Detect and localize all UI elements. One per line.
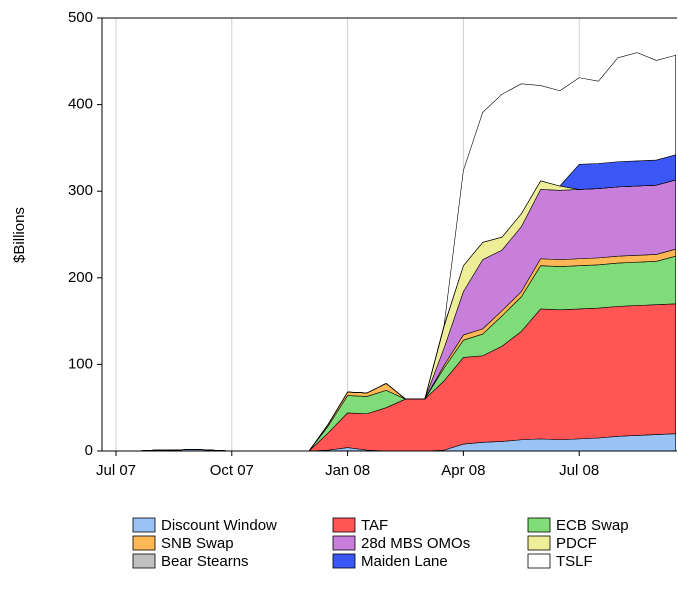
legend-label: ECB Swap [556, 517, 629, 534]
legend-label: PDCF [556, 535, 597, 552]
legend-label: Bear Stearns [161, 553, 249, 570]
legend-swatch [527, 517, 551, 533]
y-axis-label: $Billions [11, 207, 28, 263]
legend-swatch [332, 553, 356, 569]
x-tick-label: Jan 08 [325, 462, 370, 479]
legend-swatch [527, 553, 551, 569]
legend-swatch [527, 535, 551, 551]
x-tick-label: Oct 07 [210, 462, 254, 479]
legend-swatch [132, 535, 156, 551]
y-tick-label: 100 [68, 355, 93, 372]
x-tick-label: Jul 07 [96, 462, 136, 479]
axis-frame [101, 17, 677, 452]
legend-swatch [332, 535, 356, 551]
y-tick-label: 0 [85, 442, 93, 459]
legend-swatch [332, 517, 356, 533]
legend-label: TAF [361, 517, 388, 534]
y-tick-label: 400 [68, 96, 93, 113]
x-tick-label: Apr 08 [441, 462, 485, 479]
y-tick-label: 200 [68, 269, 93, 286]
legend-label: Discount Window [161, 517, 277, 534]
area [115, 303, 676, 452]
legend-label: TSLF [556, 553, 593, 570]
legend-label: Maiden Lane [361, 553, 448, 570]
legend-label: SNB Swap [161, 535, 234, 552]
legend-swatch [132, 517, 156, 533]
legend-swatch [132, 553, 156, 569]
y-tick-label: 500 [68, 9, 93, 26]
x-tick-label: Jul 08 [559, 462, 599, 479]
legend-label: 28d MBS OMOs [361, 535, 470, 552]
y-tick-label: 300 [68, 182, 93, 199]
